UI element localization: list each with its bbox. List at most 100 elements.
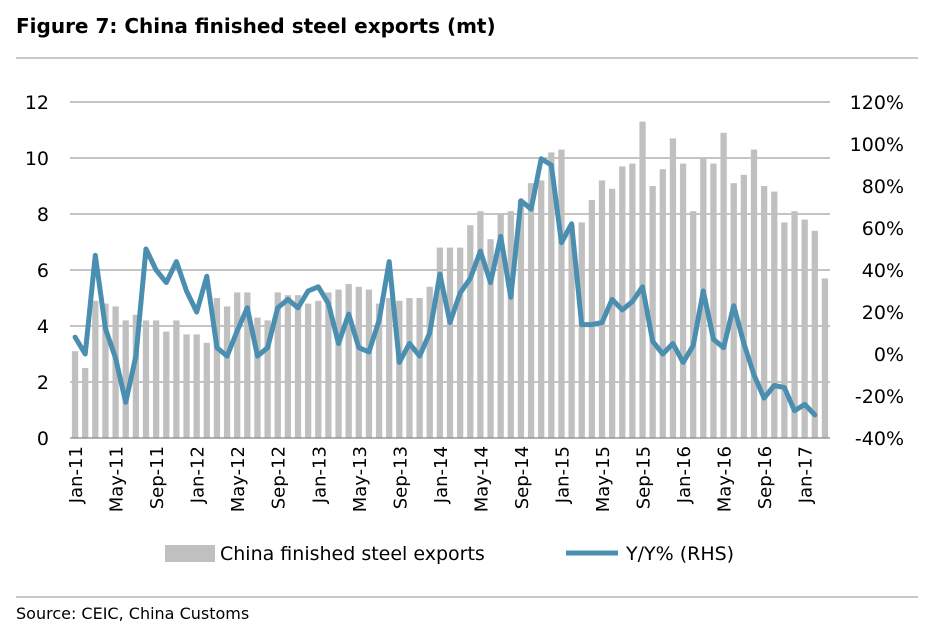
x-tick-label: Sep-11 — [147, 446, 168, 509]
bar — [203, 342, 210, 438]
bar — [142, 320, 150, 438]
bar — [639, 121, 646, 438]
x-tick-label: Jan-14 — [431, 446, 452, 504]
bar — [477, 211, 484, 438]
series-line-yoy — [72, 156, 818, 418]
source-note: Source: CEIC, China Customs — [16, 604, 250, 623]
bar — [335, 289, 342, 438]
bar — [791, 211, 798, 438]
x-tick-label: May-12 — [228, 446, 249, 512]
bar — [801, 219, 808, 438]
bar — [304, 303, 312, 438]
right-axis-tick-label: -40% — [855, 428, 904, 450]
x-tick-label: Jan-11 — [66, 446, 87, 504]
right-axis-tick-label: 0% — [874, 344, 904, 366]
bottom-rule — [16, 596, 918, 598]
x-tick-label: Sep-16 — [755, 446, 776, 509]
x-tick-label: Sep-14 — [512, 446, 533, 509]
right-axis-tick-label: -20% — [855, 386, 904, 408]
right-axis-tick-label: 80% — [862, 176, 904, 198]
bar — [355, 286, 362, 438]
bar — [345, 284, 352, 438]
legend: China finished steel exports Y/Y% (RHS) — [165, 543, 734, 565]
bar — [244, 292, 251, 438]
x-tick-label: Jan-16 — [674, 446, 695, 504]
legend-bar-swatch — [165, 545, 215, 562]
bar — [223, 306, 231, 438]
right-axis-tick-label: 100% — [850, 134, 904, 156]
bar — [406, 298, 413, 438]
bar — [294, 295, 302, 438]
bar — [183, 334, 190, 438]
left-axis-tick-label: 2 — [37, 372, 49, 394]
x-tick-label: May-15 — [593, 446, 614, 512]
bar-series — [71, 121, 829, 439]
x-tick-label: Sep-12 — [269, 446, 290, 509]
bar — [710, 163, 717, 438]
left-axis-tick-label: 10 — [25, 148, 49, 170]
bar — [527, 183, 535, 438]
left-axis-tick-label: 4 — [37, 316, 49, 338]
figure-title: Figure 7: China finished steel exports (… — [16, 14, 496, 38]
top-rule — [16, 57, 918, 59]
bar — [213, 298, 221, 438]
bar — [760, 186, 768, 438]
bar — [497, 214, 504, 438]
left-axis-tick-label: 0 — [37, 428, 49, 450]
right-axis-tick-label: 40% — [862, 260, 904, 282]
bar — [690, 211, 697, 438]
bar — [517, 200, 525, 438]
bar — [152, 320, 160, 438]
bar — [598, 180, 606, 438]
bar — [649, 186, 656, 438]
bar — [132, 314, 140, 438]
legend-line-label: Y/Y% (RHS) — [625, 543, 734, 565]
bar — [426, 286, 433, 438]
axes: 0 2 4 6 8 10 12 -40% -20% 0% 20% 40% 60% 80% 100% 120% J… — [25, 92, 904, 512]
bar — [102, 303, 109, 438]
bar — [375, 303, 383, 438]
bar — [619, 166, 626, 438]
bar — [669, 138, 677, 438]
bar — [396, 300, 403, 438]
bar — [274, 292, 281, 438]
bar — [446, 247, 454, 438]
left-axis-tick-label: 8 — [37, 204, 49, 226]
bar — [821, 278, 829, 438]
bar — [173, 320, 180, 438]
bar — [811, 230, 818, 438]
bar — [467, 225, 474, 438]
x-tick-label: Jan-17 — [796, 446, 817, 504]
bar — [568, 225, 575, 438]
legend-bar-label: China finished steel exports — [220, 543, 485, 565]
right-axis-tick-label: 60% — [862, 218, 904, 240]
bar — [122, 320, 129, 438]
right-axis-tick-label: 120% — [850, 92, 904, 114]
bar — [92, 300, 99, 438]
bar — [771, 191, 778, 438]
x-tick-label: Jan-13 — [309, 446, 330, 504]
bar — [193, 334, 200, 438]
bar — [365, 289, 373, 438]
x-tick-label: Jan-15 — [553, 446, 574, 504]
bar — [588, 200, 596, 438]
bar — [558, 149, 565, 438]
bar — [548, 152, 555, 438]
bar — [436, 247, 444, 438]
bar — [507, 211, 514, 438]
bar — [456, 247, 464, 438]
bar — [750, 149, 758, 438]
bar — [578, 222, 585, 438]
x-tick-label: Sep-13 — [390, 446, 411, 509]
bar — [112, 306, 119, 438]
bar — [608, 188, 616, 438]
bar — [679, 163, 687, 438]
line-series — [72, 156, 818, 418]
bar — [659, 169, 666, 438]
bar — [325, 292, 332, 438]
bar — [234, 292, 241, 438]
bar — [315, 300, 322, 438]
x-tick-label: May-13 — [350, 446, 371, 512]
bar — [740, 174, 748, 439]
x-tick-label: May-14 — [471, 446, 492, 512]
